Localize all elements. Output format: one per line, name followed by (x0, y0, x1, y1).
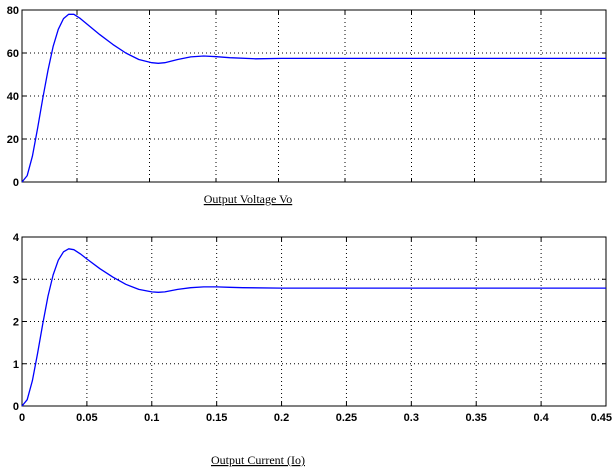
x-tick-label: 0.4 (533, 412, 549, 424)
series-line (21, 13, 606, 183)
x-tick-label: 0.2 (274, 412, 289, 424)
y-tick-label: 40 (7, 91, 19, 103)
x-tick-label: 0.3 (404, 412, 419, 424)
y-tick-label: 0 (13, 177, 19, 189)
x-tick-label: 0.15 (206, 412, 227, 424)
current-plot: 0 1 2 3 4 0 0.05 0.1 0.15 0.2 0.25 0.3 0.35 0.4 0.45 Ou… (13, 232, 612, 467)
y-tick-label: 3 (13, 274, 19, 286)
y-tick-label: 4 (13, 232, 20, 244)
x-tick-label: 0 (19, 412, 25, 424)
y-tick-label: 80 (7, 5, 19, 17)
x-tick-label: 0.45 (591, 412, 612, 424)
plot-caption: Output Voltage Vo (204, 192, 292, 206)
x-tick-label: 0.1 (144, 412, 159, 424)
y-tick-label: 1 (13, 359, 19, 371)
voltage-plot: 0 20 40 60 80 Output Voltage Vo (7, 5, 607, 206)
plot-caption: Output Current (Io) (211, 453, 305, 467)
y-tick-label: 20 (7, 134, 19, 146)
x-tick-label: 0.05 (76, 412, 97, 424)
series-line (21, 248, 606, 407)
y-tick-label: 2 (13, 317, 19, 329)
y-tick-label: 0 (13, 401, 19, 413)
x-tick-label: 0.25 (336, 412, 357, 424)
y-tick-label: 60 (7, 48, 19, 60)
x-tick-label: 0.35 (466, 412, 487, 424)
